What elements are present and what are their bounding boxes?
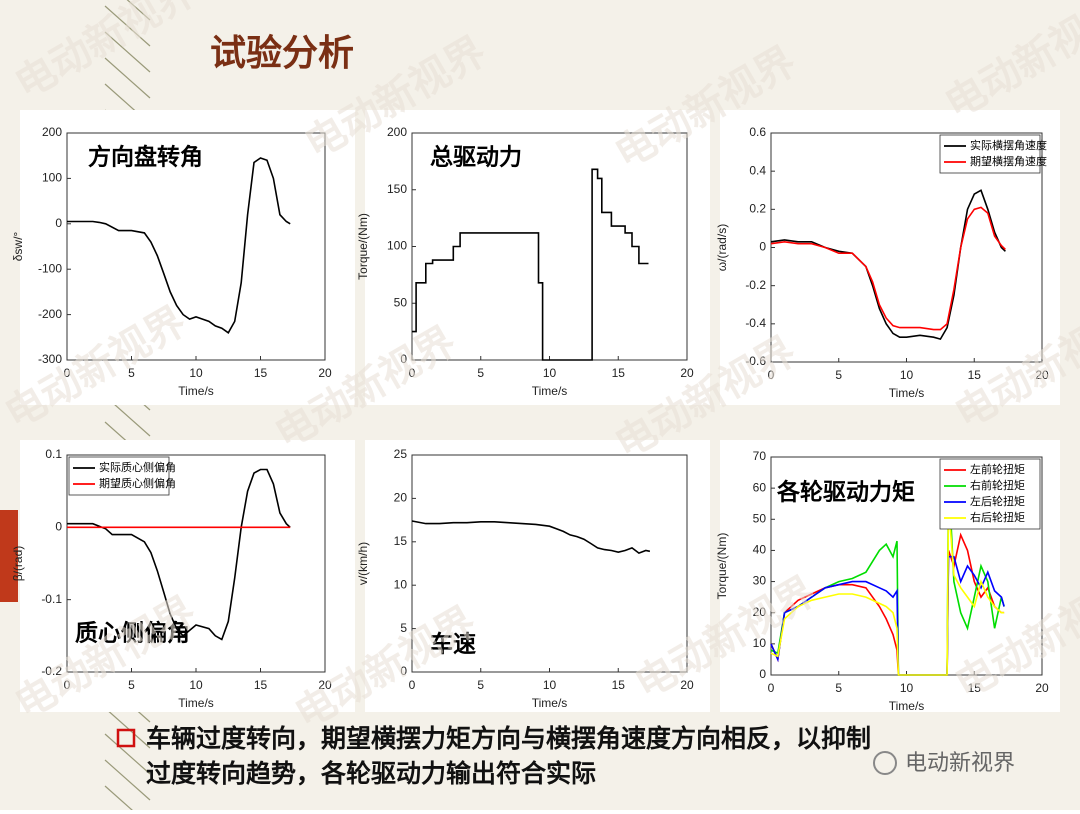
y-axis-label: β/(rad) — [11, 546, 25, 582]
y-tick-label: 0 — [759, 240, 766, 254]
chart-annotation: 方向盘转角 — [88, 144, 203, 171]
x-axis-label: Time/s — [889, 699, 925, 713]
legend-label: 实际横摆角速度 — [970, 138, 1047, 152]
x-tick-label: 5 — [835, 368, 842, 382]
logo-text: 电动新视界 — [905, 751, 1015, 776]
legend-label: 右后轮扭矩 — [970, 510, 1025, 524]
bullet-line: 车辆过度转向，期望横摆力矩方向与横摆角速度方向相反，以抑制 — [146, 724, 871, 753]
y-tick-label: 20 — [394, 491, 408, 505]
y-tick-label: 0 — [55, 216, 62, 230]
x-tick-label: 5 — [835, 681, 842, 695]
y-tick-label: -0.4 — [745, 316, 766, 330]
x-axis-label: Time/s — [532, 384, 568, 398]
y-axis-label: Torque/(Nm) — [715, 533, 729, 600]
slide-title: 试验分析 — [210, 33, 354, 74]
y-tick-label: 150 — [387, 182, 407, 196]
x-tick-label: 5 — [128, 678, 135, 692]
x-axis-label: Time/s — [178, 384, 214, 398]
y-tick-label: 100 — [387, 239, 407, 253]
x-tick-label: 10 — [543, 366, 557, 380]
x-tick-label: 15 — [612, 366, 626, 380]
chart-annotation: 各轮驱动力矩 — [776, 479, 915, 506]
x-tick-label: 10 — [900, 681, 914, 695]
legend-label: 左后轮扭矩 — [970, 494, 1025, 508]
legend-label: 期望横摆角速度 — [970, 154, 1047, 168]
legend-label: 右前轮扭矩 — [970, 478, 1025, 492]
x-tick-label: 20 — [680, 366, 694, 380]
y-tick-label: 0 — [55, 520, 62, 534]
y-tick-label: 70 — [753, 449, 767, 463]
y-axis-label: Torque/(Nm) — [356, 213, 370, 280]
y-tick-label: 50 — [753, 511, 767, 525]
y-tick-label: 0.2 — [749, 202, 766, 216]
y-axis-label: ω/(rad/s) — [715, 224, 729, 271]
x-axis-label: Time/s — [178, 696, 214, 710]
y-tick-label: 0.1 — [45, 447, 62, 461]
y-tick-label: 0 — [759, 667, 766, 681]
x-tick-label: 20 — [1035, 681, 1049, 695]
x-tick-label: 15 — [612, 678, 626, 692]
legend-label: 实际质心侧偏角 — [99, 460, 176, 474]
x-tick-label: 5 — [477, 366, 484, 380]
y-tick-label: -200 — [38, 307, 62, 321]
y-tick-label: -100 — [38, 261, 62, 275]
y-tick-label: 0.6 — [749, 125, 766, 139]
y-tick-label: 0.4 — [749, 163, 766, 177]
y-axis-label: δsw/° — [11, 232, 25, 262]
y-tick-label: 200 — [42, 125, 62, 139]
x-tick-label: 10 — [189, 366, 203, 380]
x-tick-label: 10 — [900, 368, 914, 382]
legend-label: 左前轮扭矩 — [970, 462, 1025, 476]
y-tick-label: 25 — [394, 447, 408, 461]
x-tick-label: 10 — [543, 678, 557, 692]
x-tick-label: 0 — [768, 681, 775, 695]
y-tick-label: 15 — [394, 534, 408, 548]
y-axis-label: v/(km/h) — [356, 542, 370, 585]
x-tick-label: 5 — [477, 678, 484, 692]
legend-label: 期望质心侧偏角 — [99, 476, 176, 490]
x-tick-label: 10 — [189, 678, 203, 692]
y-tick-label: -0.1 — [41, 592, 62, 606]
y-tick-label: 40 — [753, 543, 767, 557]
y-tick-label: 60 — [753, 480, 767, 494]
x-axis-label: Time/s — [889, 386, 925, 400]
y-tick-label: 10 — [394, 577, 408, 591]
bullet-line: 过度转向趋势，各轮驱动力输出符合实际 — [146, 759, 596, 788]
x-tick-label: 15 — [254, 678, 268, 692]
y-tick-label: 100 — [42, 171, 62, 185]
x-tick-label: 20 — [318, 366, 332, 380]
y-tick-label: 30 — [753, 574, 767, 588]
y-tick-label: 50 — [394, 295, 408, 309]
x-axis-label: Time/s — [532, 696, 568, 710]
y-tick-label: -0.2 — [745, 278, 766, 292]
chart-annotation: 总驱动力 — [430, 144, 522, 171]
x-tick-label: 15 — [254, 366, 268, 380]
